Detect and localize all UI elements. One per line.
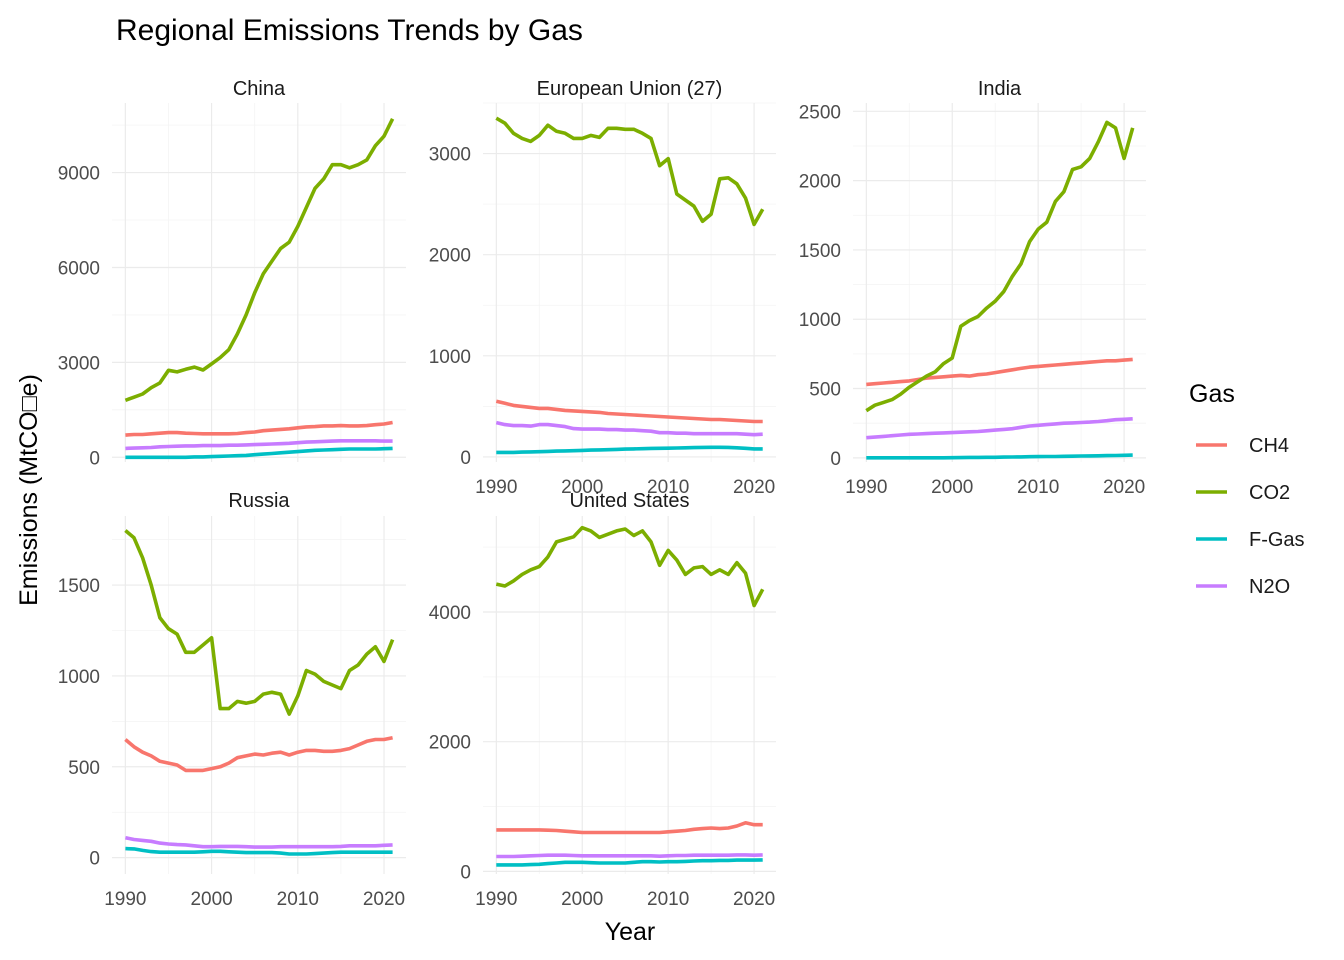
series-line-ch4 xyxy=(495,399,763,424)
y-tick-label: 1000 xyxy=(429,347,471,368)
legend-item-f-gas: F-Gas xyxy=(1196,529,1305,551)
y-tick-label: 1500 xyxy=(799,241,841,262)
y-tick-label: 3000 xyxy=(429,145,471,166)
series-line-co2 xyxy=(865,120,1135,413)
legend-label: N2O xyxy=(1249,576,1290,598)
y-tick-label: 2000 xyxy=(799,172,841,193)
y-tick-label: 1000 xyxy=(799,310,841,331)
y-tick-label: 0 xyxy=(89,448,100,469)
y-tick-label: 1000 xyxy=(58,667,100,688)
x-tick-label: 2010 xyxy=(647,889,689,910)
facet-strip-label: United States xyxy=(569,490,689,512)
panel-russia: Russia 0 500 1000 1500 1990 2000 2010 2020 xyxy=(58,490,406,910)
panel-china: China 0 3000 6000 9000 xyxy=(58,78,406,469)
x-tick-label: 1990 xyxy=(475,477,517,498)
x-tick-label: 1990 xyxy=(104,889,146,910)
x-tick-label: 2020 xyxy=(363,889,405,910)
x-tick-label: 2000 xyxy=(561,477,603,498)
series-line-n2o xyxy=(496,853,763,859)
chart-title: Regional Emissions Trends by Gas xyxy=(116,14,583,47)
series-line-ch4 xyxy=(496,820,763,835)
y-tick-label: 1500 xyxy=(58,576,100,597)
series-line-co2 xyxy=(495,116,765,227)
x-tick-label: 2010 xyxy=(277,889,319,910)
facet-strip-label: European Union (27) xyxy=(537,78,723,100)
series-line-ch4 xyxy=(125,420,393,437)
legend-label: CH4 xyxy=(1249,435,1289,457)
y-tick-label: 500 xyxy=(68,758,100,779)
x-tick-label: 2000 xyxy=(561,889,603,910)
x-tick-label: 2010 xyxy=(1017,477,1059,498)
series-line-co2 xyxy=(124,529,395,716)
x-tick-label: 2000 xyxy=(931,477,973,498)
x-tick-label: 2020 xyxy=(733,477,775,498)
y-tick-label: 2000 xyxy=(429,246,471,267)
x-tick-label: 1990 xyxy=(475,889,517,910)
facet-strip-label: Russia xyxy=(228,490,290,512)
y-tick-label: 0 xyxy=(460,862,471,883)
legend-label: CO2 xyxy=(1249,482,1290,504)
series-line-n2o xyxy=(125,835,393,849)
facet-strip-label: China xyxy=(233,78,286,100)
y-tick-label: 500 xyxy=(809,380,841,401)
y-tick-label: 0 xyxy=(89,849,100,870)
legend: Gas CH4 CO2 F-Gas N2O xyxy=(1189,380,1305,598)
series-line-n2o xyxy=(495,420,763,437)
x-tick-label: 2010 xyxy=(647,477,689,498)
x-tick-label: 2020 xyxy=(1103,477,1145,498)
series-line-ch4 xyxy=(124,735,393,773)
panel-united-states: United States 0 2000 4000 1990 2000 2010 2020 xyxy=(429,490,776,910)
y-tick-label: 0 xyxy=(830,449,841,470)
x-tick-label: 2020 xyxy=(733,889,775,910)
series-line-f-gas xyxy=(496,445,763,455)
panel-india: India 0 500 1000 1500 2000 2500 1990 2000 2010 202… xyxy=(799,78,1146,498)
y-axis-title: Emissions (MtCO□e) xyxy=(15,374,43,606)
series-line-f-gas xyxy=(125,446,393,460)
panel-european-union-27: European Union (27) 0 1000 2000 3000 1990 2000… xyxy=(429,78,776,498)
series-line-f-gas xyxy=(125,846,393,856)
y-tick-label: 2000 xyxy=(429,733,471,754)
facet-strip-label: India xyxy=(978,78,1022,100)
x-tick-label: 2000 xyxy=(190,889,232,910)
chart-panels: China 0 3000 6000 9000 European Union (27) 0 10… xyxy=(58,78,1146,910)
y-tick-label: 3000 xyxy=(58,353,100,374)
series-line-co2 xyxy=(124,118,395,402)
series-line-n2o xyxy=(125,438,393,451)
x-axis-title: Year xyxy=(605,918,656,946)
y-tick-label: 2500 xyxy=(799,102,841,123)
series-line-ch4 xyxy=(866,357,1133,387)
legend-item-ch4: CH4 xyxy=(1196,435,1289,457)
series-line-co2 xyxy=(495,525,765,608)
legend-item-co2: CO2 xyxy=(1196,482,1290,504)
legend-label: F-Gas xyxy=(1249,529,1305,551)
series-line-f-gas xyxy=(496,858,763,867)
legend-title: Gas xyxy=(1189,380,1235,408)
series-line-f-gas xyxy=(866,453,1133,460)
y-tick-label: 6000 xyxy=(58,258,100,279)
series-line-n2o xyxy=(866,417,1133,440)
y-tick-label: 4000 xyxy=(429,603,471,624)
y-tick-label: 9000 xyxy=(58,164,100,185)
x-tick-label: 1990 xyxy=(845,477,887,498)
y-tick-label: 0 xyxy=(460,448,471,469)
legend-item-n2o: N2O xyxy=(1196,576,1290,598)
